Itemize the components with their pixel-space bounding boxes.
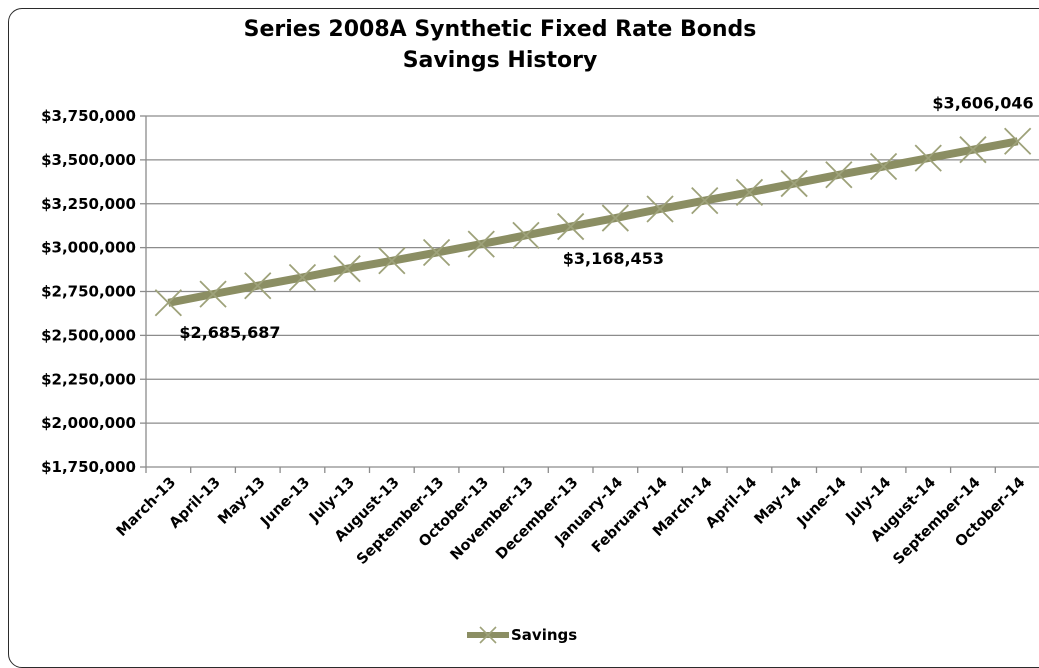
chart-title: Series 2008A Synthetic Fixed Rate Bonds … <box>0 14 1000 76</box>
data-label: $3,606,046 <box>932 93 1033 112</box>
data-point-marker <box>199 280 227 308</box>
legend-label-savings: Savings <box>511 626 578 644</box>
gridlines <box>146 115 1039 424</box>
axes <box>140 115 1039 473</box>
data-point-marker <box>825 161 853 189</box>
y-tick-label: $3,750,000 <box>41 107 136 125</box>
data-point-marker <box>557 212 585 241</box>
series-line-savings <box>167 137 1019 307</box>
data-point-marker <box>467 230 495 258</box>
data-point-marker <box>646 195 674 223</box>
data-point-marker <box>288 263 317 292</box>
x-tick-label: March-13 <box>114 475 179 540</box>
data-point-marker <box>914 144 942 172</box>
x-tick-label: June-13 <box>257 475 313 531</box>
x-axis-tick-labels: March-13April-13May-13June-13July-13Augu… <box>114 475 1029 568</box>
x-tick-label: December-13 <box>493 475 581 563</box>
data-point-marker <box>691 186 719 215</box>
data-point-marker <box>422 238 451 267</box>
y-tick-label: $2,750,000 <box>41 283 136 301</box>
y-tick-label: $3,500,000 <box>41 151 136 169</box>
data-point-marker <box>378 247 406 275</box>
data-point-marker <box>512 221 540 249</box>
y-tick-label: $3,000,000 <box>41 239 136 257</box>
x-tick-label: June-14 <box>794 475 850 531</box>
data-labels: $2,685,687 $3,168,453 $3,606,046 <box>179 93 1033 342</box>
y-axis-tick-labels: $3,750,000 $3,500,000 $3,250,000 $3,000,000… <box>41 107 136 476</box>
data-point-marker <box>601 204 629 232</box>
data-point-marker <box>735 178 764 206</box>
data-point-marker <box>244 272 272 300</box>
chart-area <box>8 8 1039 668</box>
chart-title-line1: Series 2008A Synthetic Fixed Rate Bonds <box>243 17 757 42</box>
data-label: $3,168,453 <box>563 249 664 268</box>
data-point-marker <box>780 169 808 198</box>
y-tick-label: $3,250,000 <box>41 195 136 213</box>
y-tick-label: $1,750,000 <box>41 458 136 476</box>
y-tick-label: $2,500,000 <box>41 326 136 344</box>
x-tick-label: November-13 <box>448 475 537 564</box>
data-point-marker <box>333 255 361 283</box>
data-point-marker <box>1004 127 1032 155</box>
series-savings <box>154 127 1032 317</box>
y-tick-label: $2,000,000 <box>41 414 136 432</box>
y-tick-label: $2,250,000 <box>41 370 136 388</box>
legend-swatch-savings <box>467 626 509 644</box>
legend: Savings <box>465 623 577 647</box>
data-point-marker <box>154 289 182 317</box>
data-point-marker <box>959 136 987 164</box>
data-point-marker <box>869 152 898 181</box>
chart-subtitle: Savings History <box>402 48 598 73</box>
data-label: $2,685,687 <box>179 323 280 342</box>
